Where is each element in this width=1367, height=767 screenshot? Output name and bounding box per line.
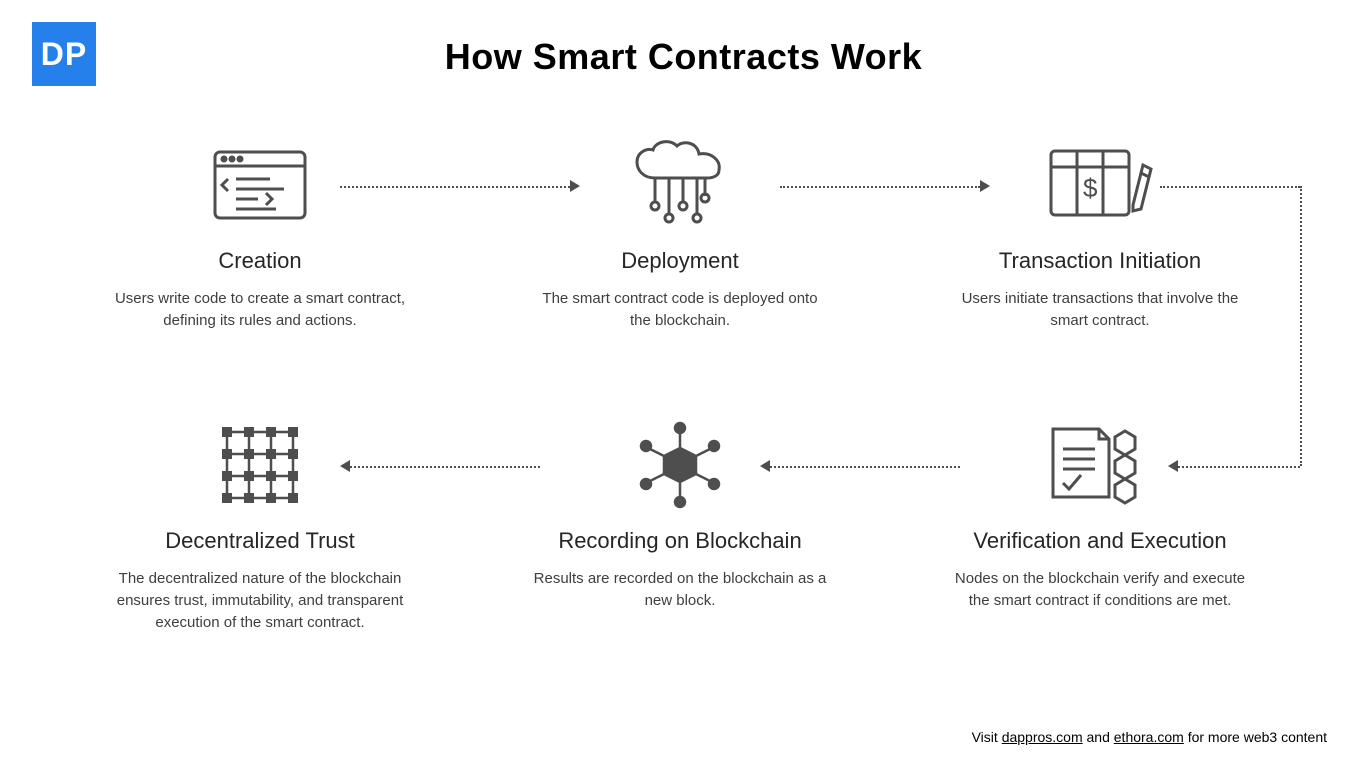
footer-link-1[interactable]: dappros.com <box>1002 729 1083 745</box>
arrow-3-4-h <box>1160 186 1300 188</box>
arrow-1-2 <box>340 186 570 188</box>
arrowhead-left-icon <box>1168 460 1178 472</box>
step-recording: Recording on Blockchain Results are reco… <box>500 420 860 612</box>
arrow-5-6 <box>350 466 540 468</box>
footer-suffix: for more web3 content <box>1184 729 1327 745</box>
step-desc: Users write code to create a smart contr… <box>110 288 410 332</box>
cloud-network-icon <box>500 140 860 230</box>
step-title: Deployment <box>500 248 860 274</box>
footer-link-2[interactable]: ethora.com <box>1114 729 1184 745</box>
arrowhead-left-icon <box>340 460 350 472</box>
arrowhead-right-icon <box>980 180 990 192</box>
page-title: How Smart Contracts Work <box>0 36 1367 78</box>
step-deployment: Deployment The smart contract code is de… <box>500 140 860 332</box>
arrow-4-5 <box>770 466 960 468</box>
step-title: Decentralized Trust <box>80 528 440 554</box>
doc-blocks-check-icon <box>920 420 1280 510</box>
footer-mid: and <box>1083 729 1114 745</box>
arrow-3-4-h2 <box>1178 466 1300 468</box>
step-title: Recording on Blockchain <box>500 528 860 554</box>
arrow-3-4-v <box>1300 186 1302 466</box>
svg-text:$: $ <box>1083 173 1098 203</box>
arrowhead-right-icon <box>570 180 580 192</box>
step-desc: Results are recorded on the blockchain a… <box>530 568 830 612</box>
step-desc: Users initiate transactions that involve… <box>950 288 1250 332</box>
footer: Visit dappros.com and ethora.com for mor… <box>972 729 1327 745</box>
step-desc: Nodes on the blockchain verify and execu… <box>950 568 1250 612</box>
step-title: Creation <box>80 248 440 274</box>
step-title: Transaction Initiation <box>920 248 1280 274</box>
step-transaction: $ Transaction Initiation Users initiate … <box>920 140 1280 332</box>
step-creation: Creation Users write code to create a sm… <box>80 140 440 332</box>
arrow-2-3 <box>780 186 980 188</box>
step-title: Verification and Execution <box>920 528 1280 554</box>
node-grid-icon <box>80 420 440 510</box>
step-desc: The smart contract code is deployed onto… <box>530 288 830 332</box>
block-network-icon <box>500 420 860 510</box>
ledger-pencil-icon: $ <box>920 140 1280 230</box>
step-trust: Decentralized Trust The decentralized na… <box>80 420 440 633</box>
footer-prefix: Visit <box>972 729 1002 745</box>
arrowhead-left-icon <box>760 460 770 472</box>
code-window-icon <box>80 140 440 230</box>
step-desc: The decentralized nature of the blockcha… <box>110 568 410 633</box>
step-verification: Verification and Execution Nodes on the … <box>920 420 1280 612</box>
